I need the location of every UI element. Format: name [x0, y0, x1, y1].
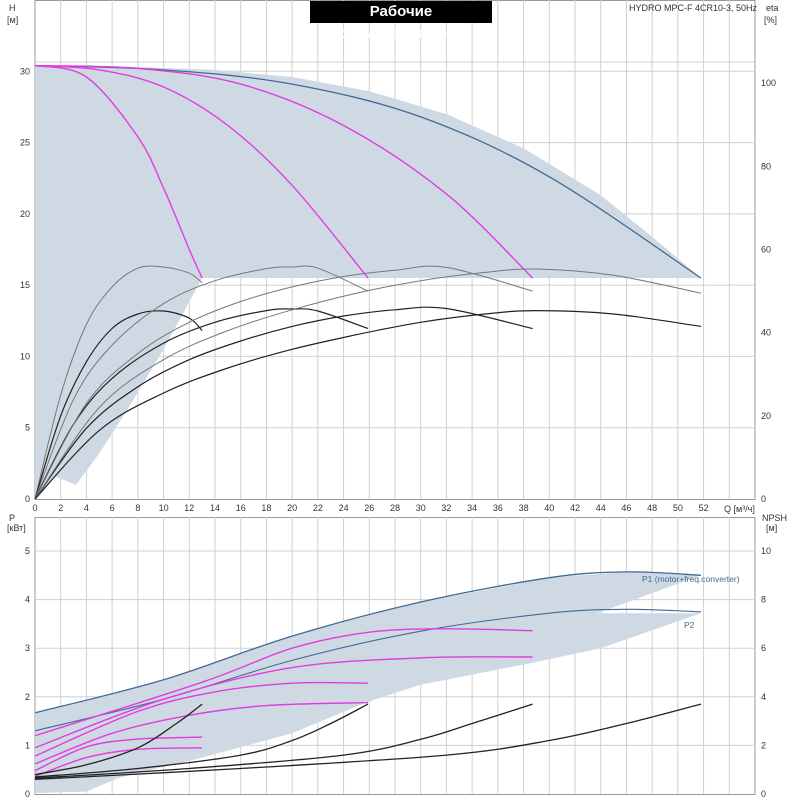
x-tick-label: 2 — [58, 503, 63, 513]
reduced-speed-curve — [34, 681, 369, 757]
x-tick-label: 4 — [84, 503, 89, 513]
y-right-tick-label: 0 — [761, 494, 766, 504]
y-left-tick-label: 20 — [20, 209, 30, 219]
y-right-tick-label: 80 — [761, 161, 771, 171]
labels-layer: H [м] eta [%] Q [м³/ч] P [кВт] NPSH [м] … — [7, 3, 787, 799]
reduced-speed-curve — [34, 64, 534, 279]
model-label: HYDRO MPC-F 4CR10-3, 50Hz — [629, 3, 758, 13]
y-left-tick-label: 3 — [25, 643, 30, 653]
npsh-curve — [34, 703, 702, 781]
reduced-speed-curve — [34, 747, 203, 778]
npsh-curve — [34, 703, 533, 779]
x-tick-label: 26 — [364, 503, 374, 513]
x-tick-label: 10 — [159, 503, 169, 513]
reduced-speed-curve — [34, 656, 533, 749]
y-left-tick-label: 10 — [20, 351, 30, 361]
operating-range-area — [35, 613, 701, 782]
y-right-tick-label: 0 — [761, 789, 766, 799]
curves-layer — [34, 64, 702, 781]
y-right-tick-label: 20 — [761, 411, 771, 421]
x-tick-label: 20 — [287, 503, 297, 513]
y-right-tick-label: 10 — [761, 546, 771, 556]
y-right-tick-label: 4 — [761, 692, 766, 702]
y-right-tick-label: 8 — [761, 595, 766, 605]
x-tick-label: 38 — [519, 503, 529, 513]
x-tick-label: 22 — [313, 503, 323, 513]
reduced-speed-curve — [34, 736, 203, 772]
top-left-axis-label: H — [9, 3, 16, 13]
bottom-right-axis-label: NPSH — [762, 513, 787, 523]
p1-power-curve — [34, 571, 702, 714]
y-left-tick-label: 0 — [25, 789, 30, 799]
efficiency-curve — [34, 265, 203, 500]
efficiency-curve — [34, 265, 533, 500]
reduced-speed-curve — [34, 701, 369, 765]
reduced-speed-curve — [34, 628, 533, 737]
bottom-left-axis-label: P — [9, 513, 15, 523]
p1-legend-label: P1 (motor+freq.converter) — [642, 574, 740, 584]
npsh-curve — [34, 703, 369, 778]
top-left-axis-unit: [м] — [7, 15, 18, 25]
y-left-tick-label: 1 — [25, 740, 30, 750]
chart-title: Рабочие характеристики — [310, 1, 492, 42]
efficiency-curve — [34, 309, 702, 500]
y-right-tick-label: 100 — [761, 78, 776, 88]
x-tick-label: 42 — [570, 503, 580, 513]
x-tick-label: 36 — [493, 503, 503, 513]
y-left-tick-label: 0 — [25, 494, 30, 504]
top-right-axis-unit: [%] — [764, 15, 777, 25]
x-tick-label: 18 — [261, 503, 271, 513]
x-tick-label: 14 — [210, 503, 220, 513]
bottom-left-axis-unit: [кВт] — [7, 523, 26, 533]
y-left-tick-label: 5 — [25, 423, 30, 433]
x-tick-label: 28 — [390, 503, 400, 513]
x-tick-label: 46 — [621, 503, 631, 513]
y-left-tick-label: 5 — [25, 546, 30, 556]
y-right-tick-label: 6 — [761, 643, 766, 653]
efficiency-curve — [34, 310, 203, 500]
x-tick-label: 32 — [441, 503, 451, 513]
x-tick-label: 34 — [467, 503, 477, 513]
x-tick-label: 6 — [110, 503, 115, 513]
y-right-tick-label: 60 — [761, 245, 771, 255]
y-right-tick-label: 40 — [761, 328, 771, 338]
top-right-axis-label: eta — [766, 3, 779, 13]
efficiency-curve — [34, 306, 533, 500]
bottom-right-axis-unit: [м] — [766, 523, 777, 533]
npsh-curve — [34, 703, 203, 776]
y-right-tick-label: 2 — [761, 740, 766, 750]
efficiency-curve — [34, 265, 369, 500]
x-tick-label: 44 — [596, 503, 606, 513]
p2-legend-label: P2 — [684, 620, 695, 630]
x-tick-label: 40 — [544, 503, 554, 513]
y-left-tick-label: 25 — [20, 138, 30, 148]
x-tick-label: 30 — [416, 503, 426, 513]
x-tick-label: 52 — [699, 503, 709, 513]
operating-range-area — [35, 65, 701, 499]
x-tick-label: 12 — [184, 503, 194, 513]
reduced-speed-curve — [34, 64, 369, 279]
x-tick-label: 8 — [135, 503, 140, 513]
x-tick-label: 50 — [673, 503, 683, 513]
y-left-tick-label: 4 — [25, 595, 30, 605]
x-tick-label: 0 — [32, 503, 37, 513]
x-tick-label: 16 — [236, 503, 246, 513]
reduced-speed-curve — [34, 64, 203, 279]
efficiency-curve — [34, 268, 702, 500]
x-tick-label: 24 — [339, 503, 349, 513]
y-left-tick-label: 30 — [20, 66, 30, 76]
y-left-tick-label: 15 — [20, 280, 30, 290]
x-tick-label: 48 — [647, 503, 657, 513]
x-axis-label: Q [м³/ч] — [724, 504, 755, 514]
y-left-tick-label: 2 — [25, 692, 30, 702]
